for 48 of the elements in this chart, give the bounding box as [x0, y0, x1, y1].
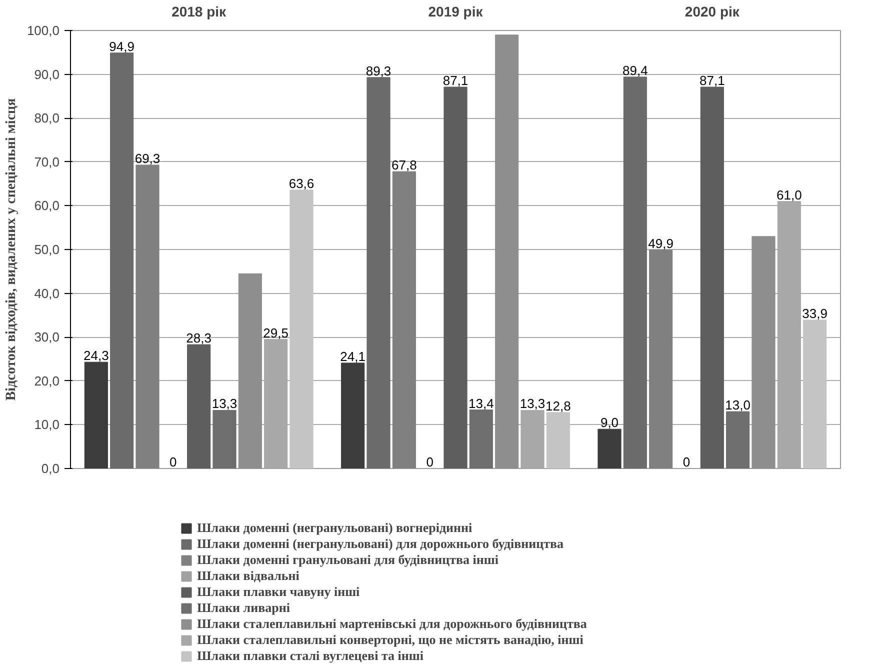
legend-label: Шлаки плавки чавуну інші: [197, 584, 360, 600]
data-label: 12,8: [546, 398, 571, 414]
x-tick-label: 2018 рік: [172, 4, 228, 20]
legend-label: Шлаки доменні (негранульовані) для дорожнього будівництва: [197, 536, 564, 552]
y-tick-label: 70,0: [34, 154, 60, 170]
data-label: 13,3: [212, 396, 238, 412]
legend-label: Шлаки відвальні: [197, 568, 300, 584]
y-tick-label: 80,0: [34, 110, 60, 126]
y-tick-label: 10,0: [34, 417, 60, 432]
y-tick-label: 20,0: [34, 373, 60, 388]
data-label: 33,9: [802, 306, 828, 322]
data-label: 0: [682, 454, 690, 470]
y-tick-label: 50,0: [34, 242, 60, 257]
data-label: 63,6: [288, 176, 314, 191]
data-label: 69,3: [134, 150, 160, 166]
data-label: 28,3: [186, 330, 212, 346]
data-label: 67,8: [392, 158, 417, 173]
data-label: 24,3: [84, 348, 109, 364]
x-tick-label: 2020 рік: [684, 4, 740, 20]
data-label: 13,0: [725, 398, 750, 413]
data-label: 87,1: [442, 73, 468, 88]
data-label: 94,9: [109, 38, 134, 54]
data-label: 0: [170, 454, 177, 470]
legend-label: Шлаки сталеплавильні мартенівські для дорожнього будівництва: [197, 616, 587, 632]
y-tick-label: 30,0: [34, 330, 60, 345]
y-tick-label: 40,0: [34, 286, 60, 301]
data-label: 13,4: [468, 396, 494, 411]
data-label: 0: [426, 454, 434, 470]
y-tick-label: 60,0: [34, 198, 60, 214]
data-label: 87,1: [700, 73, 725, 88]
legend-label: Шлаки сталеплавильні конверторні, що не містять ванадію, інші: [197, 632, 584, 648]
y-tick-label: 0,0: [41, 461, 60, 476]
legend-label: Шлаки ливарні: [197, 600, 290, 616]
data-label: 61,0: [776, 187, 802, 202]
data-label: 24,1: [340, 348, 366, 364]
data-label: 29,5: [263, 325, 288, 340]
legend-label: Шлаки доменні (негранульовані) вогнерідинні: [197, 520, 472, 536]
data-label: 89,4: [622, 62, 648, 78]
legend-label: Шлаки плавки сталі вуглецеві та інші: [197, 648, 424, 664]
y-tick-label: 100,0: [26, 23, 60, 38]
data-label: 49,9: [648, 236, 674, 251]
legend-label: Шлаки доменні гранульовані для будівництва інші: [197, 552, 498, 568]
data-label: 13,3: [520, 396, 546, 412]
y-tick-label: 90,0: [34, 66, 60, 82]
data-label: 9,0: [600, 415, 619, 430]
x-tick-label: 2019 рік: [428, 4, 484, 20]
y-axis-title: Відсоток відходів, видалених у спеціальні місця: [4, 98, 19, 401]
data-label: 89,3: [366, 63, 392, 78]
